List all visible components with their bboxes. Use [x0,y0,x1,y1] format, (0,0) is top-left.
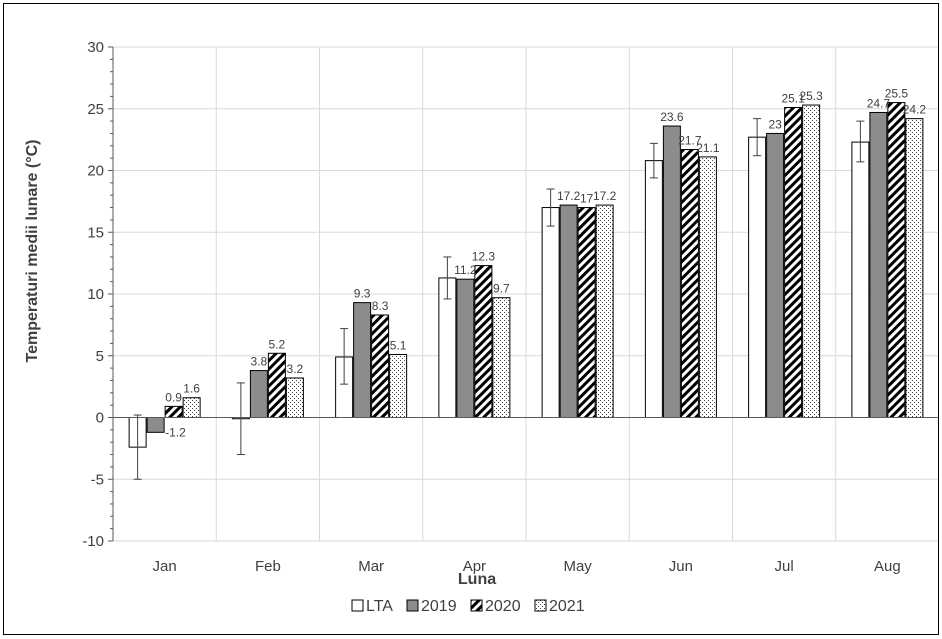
x-axis-title: Luna [458,571,496,588]
legend-label-LTA: LTA [366,598,393,615]
data-label: 11.2 [454,263,477,277]
data-label: -1.2 [165,425,186,439]
data-label: 0.9 [165,390,182,404]
bars [128,102,924,480]
bar-2020-Mar [371,314,390,418]
y-tick-label: 0 [96,410,104,427]
bar-2021-Jun [698,156,717,418]
bar-2021-Mar [389,354,408,419]
y-tick-label: 10 [87,286,104,303]
legend-swatch-2019 [406,599,419,612]
bar-2021-May [595,204,614,418]
data-label: 17 [580,192,594,206]
bar-2019-Mar [353,302,372,418]
data-label: 25.1 [781,92,805,106]
bar-chart: -10 -5 0 5 10 15 20 25 30 Jan Feb Mar Apr May Jun Jul Au… [24,39,940,615]
data-label: 5.1 [390,339,407,353]
data-label: 8.3 [372,299,389,313]
bar-2019-Jun [662,125,681,418]
data-label: 17.2 [557,189,581,203]
data-label: 3.2 [287,362,304,376]
y-tick-label: -10 [82,533,104,550]
legend: LTA 2019 2020 2021 [351,598,585,615]
x-tick-label: May [563,558,592,575]
legend-label-2020: 2020 [485,598,521,615]
data-label: 23 [768,117,782,131]
bar-2021-Apr [492,297,511,418]
bar-2020-Jul [784,107,803,418]
data-label: 21.7 [678,134,702,148]
bar-2021-Feb [285,377,304,419]
bar-2020-Feb [267,352,286,418]
data-label: 23.6 [660,110,684,124]
bar-2019-Aug [869,111,888,419]
data-label: 9.3 [354,287,371,301]
x-tick-label: Jul [775,558,794,575]
axes: -10 -5 0 5 10 15 20 25 30 Jan Feb Mar Apr May Jun Jul Au… [82,39,939,575]
bar-2020-Aug [887,102,906,418]
data-label: 24.2 [903,103,927,117]
legend-swatch-2020 [470,599,483,612]
data-label: 25.3 [799,89,823,103]
y-tick-label: 20 [87,163,104,180]
bar-2021-Jul [802,104,821,418]
bar-2021-Aug [905,118,924,418]
bar-2019-Jan [146,417,165,433]
legend-swatch-2021 [534,599,547,612]
bar-LTA-Jun [644,160,663,418]
y-tick-label: 15 [87,224,104,241]
data-label: 17.2 [593,189,617,203]
bar-2019-Feb [249,370,268,419]
bar-2020-May [577,207,596,418]
bar-LTA-Aug [851,141,870,418]
y-tick-label: -5 [91,471,104,488]
data-label: 24.7 [867,96,891,110]
bar-2021-Jan [182,397,201,418]
x-tick-label: Jan [153,558,177,575]
data-label: 25.5 [885,87,909,101]
data-labels: -1.2 3.8 9.3 11.2 17.2 23.6 23 24.7 0.9 5.2 8.3 12.… [165,87,926,440]
data-label: 3.8 [251,355,268,369]
bar-2020-Jan [164,405,183,419]
bar-2019-Jul [766,132,785,418]
x-tick-label: Mar [358,558,384,575]
x-tick-label: Jun [669,558,693,575]
legend-swatch-LTA [351,599,364,612]
y-tick-label: 30 [87,39,104,56]
legend-label-2021: 2021 [549,598,585,615]
chart-frame: -10 -5 0 5 10 15 20 25 30 Jan Feb Mar Apr May Jun Jul Au… [3,3,940,635]
y-tick-label: 25 [87,101,104,118]
x-tick-label: Apr [463,558,486,575]
bar-2019-Apr [456,278,475,418]
y-tick-label: 5 [96,348,104,365]
data-label: 5.2 [269,337,286,351]
data-label: 21.1 [696,141,720,155]
y-axis-title: Temperaturi medii lunare (°C) [24,139,41,362]
bar-2020-Jun [680,149,699,418]
data-label: 1.6 [183,382,200,396]
x-tick-label: Aug [874,558,901,575]
bar-LTA-Jul [748,136,767,418]
x-tick-label: Feb [255,558,281,575]
data-label: 12.3 [472,250,496,264]
bar-2019-May [559,204,578,418]
legend-label-2019: 2019 [421,598,457,615]
bar-LTA-May [541,207,560,418]
data-label: 9.7 [493,282,510,296]
bar-2020-Apr [474,265,493,418]
